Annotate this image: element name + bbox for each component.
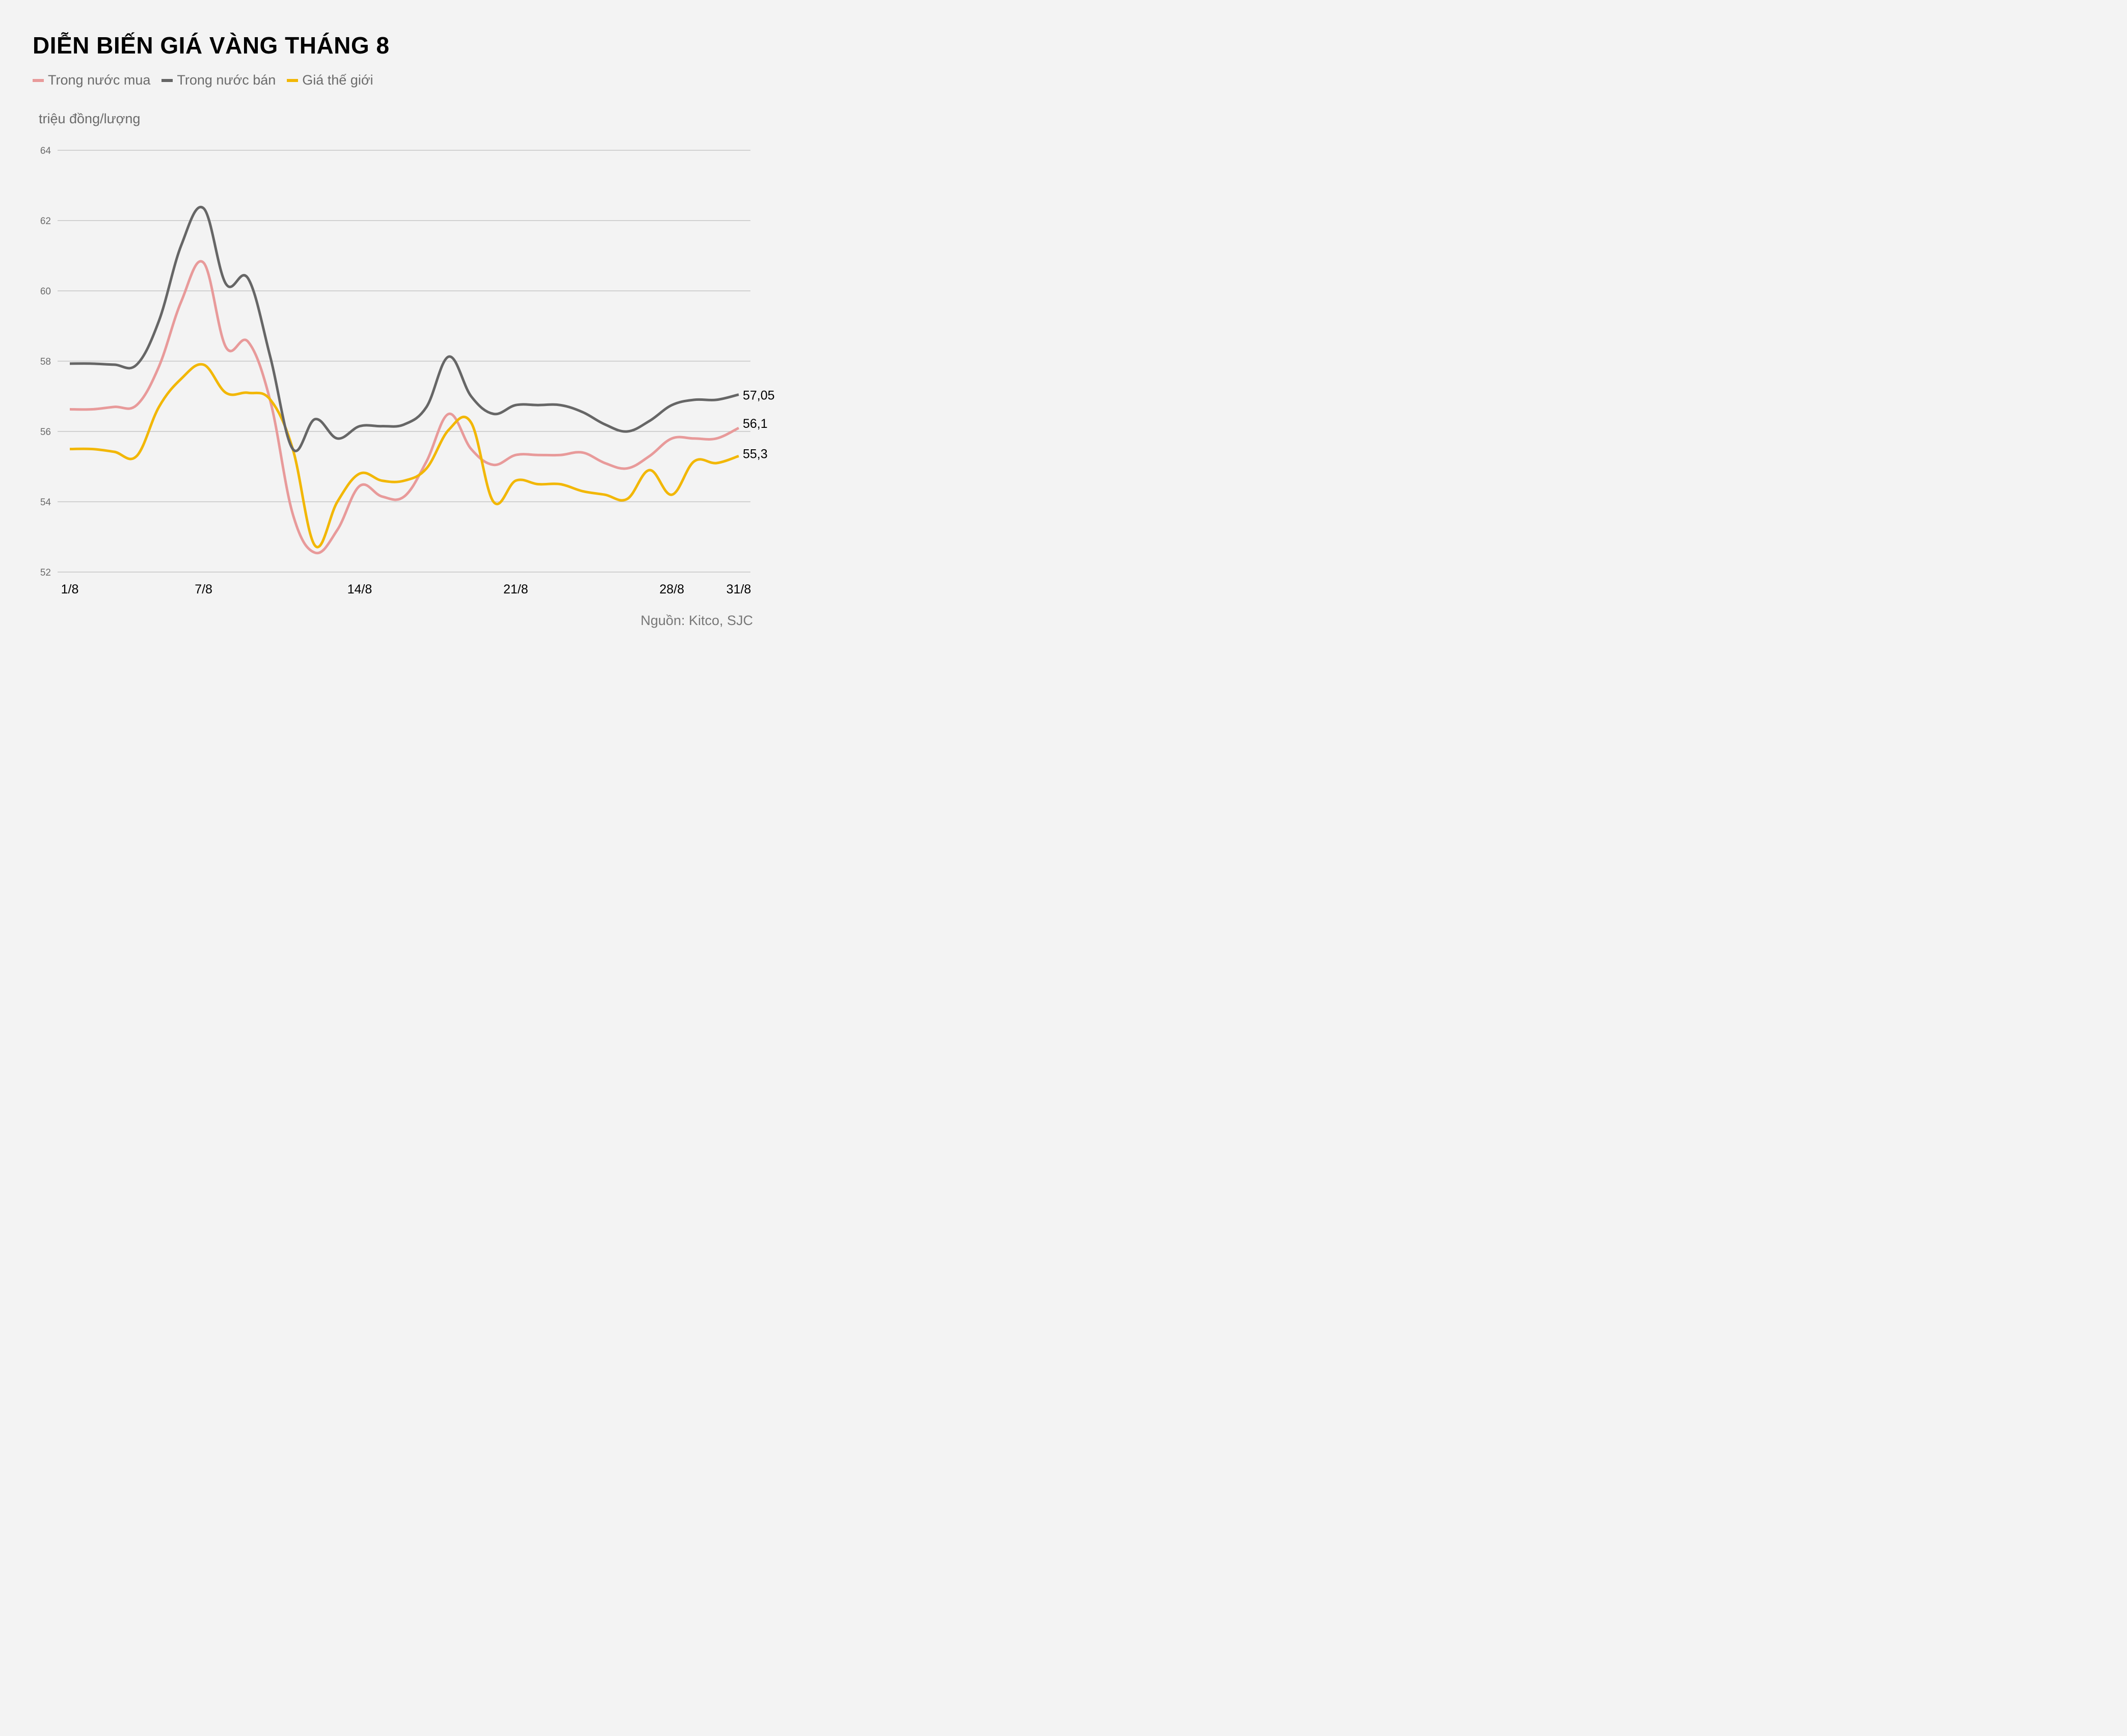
y-axis-unit-label: triệu đồng/lượng bbox=[39, 111, 141, 126]
legend-swatch-buy bbox=[33, 78, 44, 82]
y-tick-label: 54 bbox=[40, 497, 51, 508]
y-tick-label: 60 bbox=[40, 286, 51, 297]
y-tick-label: 62 bbox=[40, 216, 51, 227]
series-line-buy bbox=[69, 260, 740, 555]
gridlines bbox=[58, 150, 750, 573]
y-axis-ticks: 52 54 56 58 60 62 64 bbox=[40, 146, 51, 578]
chart-title: DIỄN BIẾN GIÁ VÀNG THÁNG 8 bbox=[33, 32, 390, 59]
legend-item-sell: Trong nước bán bbox=[161, 72, 276, 88]
x-tick-label: 28/8 bbox=[659, 582, 684, 596]
series-line-sell bbox=[69, 206, 739, 452]
x-tick-label: 21/8 bbox=[503, 582, 528, 596]
legend-swatch-world bbox=[287, 78, 299, 82]
legend-label-buy: Trong nước mua bbox=[48, 72, 151, 88]
y-tick-label: 64 bbox=[40, 146, 51, 156]
y-tick-label: 52 bbox=[40, 567, 51, 578]
x-tick-label: 31/8 bbox=[726, 582, 751, 596]
x-tick-label: 7/8 bbox=[195, 582, 212, 596]
end-label-sell: 57,05 bbox=[743, 389, 775, 403]
end-value-labels: 57,05 56,1 55,3 bbox=[743, 389, 775, 462]
x-tick-label: 14/8 bbox=[347, 582, 372, 596]
end-label-buy: 56,1 bbox=[743, 417, 768, 431]
legend-label-world: Giá thế giới bbox=[302, 72, 373, 88]
legend-label-sell: Trong nước bán bbox=[177, 72, 276, 88]
source-note: Nguồn: Kitco, SJC bbox=[640, 613, 753, 628]
x-axis-ticks: 1/8 7/8 14/8 21/8 28/8 31/8 bbox=[61, 582, 751, 596]
y-tick-label: 58 bbox=[40, 357, 51, 367]
series-lines bbox=[69, 206, 740, 555]
legend-swatch-sell bbox=[161, 78, 173, 82]
line-chart: 52 54 56 58 60 62 64 1/8 7/8 14/8 21/8 28/8 31/8 57… bbox=[40, 146, 775, 596]
series-line-world bbox=[69, 363, 739, 549]
legend-item-world: Giá thế giới bbox=[287, 72, 373, 88]
x-tick-label: 1/8 bbox=[61, 582, 79, 596]
chart-legend: Trong nước mua Trong nước bán Giá thế gi… bbox=[33, 72, 373, 88]
end-label-world: 55,3 bbox=[743, 447, 768, 461]
y-tick-label: 56 bbox=[40, 427, 51, 438]
legend-item-buy: Trong nước mua bbox=[33, 72, 150, 88]
